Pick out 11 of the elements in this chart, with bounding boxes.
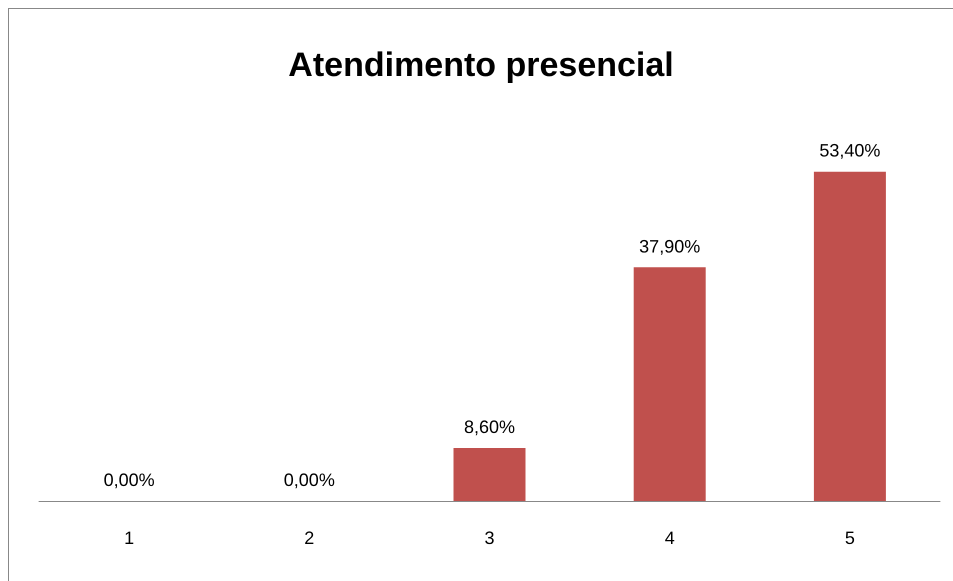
data-label: 8,60%	[464, 416, 516, 437]
data-label: 37,90%	[639, 236, 700, 256]
x-tick-label: 5	[844, 528, 855, 548]
data-label: 0,00%	[284, 470, 335, 490]
chart-title: Atendimento presencial	[288, 46, 674, 84]
x-tick-label: 2	[304, 528, 314, 548]
x-tick-label: 4	[664, 528, 675, 548]
x-tick-label: 3	[484, 528, 495, 548]
data-label: 53,40%	[819, 140, 880, 161]
data-label: 0,00%	[104, 470, 155, 490]
x-tick-label: 1	[124, 528, 134, 548]
